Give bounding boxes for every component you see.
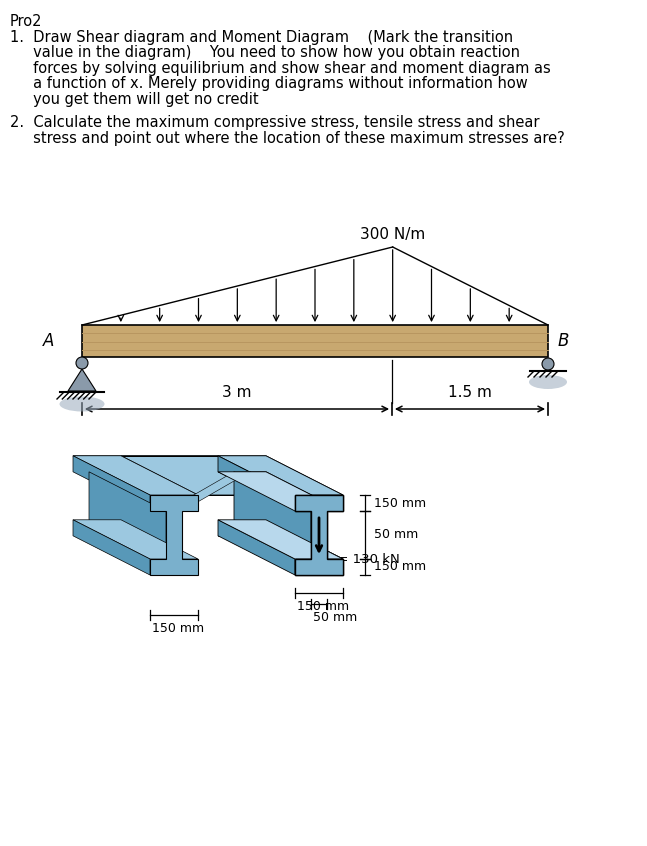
Polygon shape (73, 519, 198, 559)
Ellipse shape (529, 375, 567, 389)
Text: stress and point out where the location of these maximum stresses are?: stress and point out where the location … (10, 130, 565, 146)
Text: 150 mm: 150 mm (152, 622, 204, 635)
Circle shape (76, 357, 88, 369)
Polygon shape (150, 495, 198, 575)
Polygon shape (250, 519, 343, 559)
Text: you get them will get no credit: you get them will get no credit (10, 91, 259, 107)
Text: B: B (558, 332, 569, 350)
Polygon shape (250, 472, 327, 559)
Text: 150 mm: 150 mm (374, 561, 426, 574)
Text: 2.  Calculate the maximum compressive stress, tensile stress and shear: 2. Calculate the maximum compressive str… (10, 115, 540, 130)
Polygon shape (218, 519, 295, 575)
Polygon shape (89, 472, 166, 559)
Text: forces by solving equilibrium and show shear and moment diagram as: forces by solving equilibrium and show s… (10, 61, 551, 75)
Bar (82, 325, 548, 357)
Circle shape (542, 358, 554, 370)
Polygon shape (218, 456, 343, 495)
Text: V = 130 kN: V = 130 kN (324, 553, 400, 566)
Polygon shape (121, 456, 343, 495)
Polygon shape (266, 519, 343, 575)
Text: 150 mm: 150 mm (297, 600, 349, 613)
Polygon shape (73, 519, 150, 575)
Text: A: A (43, 332, 54, 350)
Text: value in the diagram)    You need to show how you obtain reaction: value in the diagram) You need to show h… (10, 45, 520, 60)
Polygon shape (295, 495, 343, 575)
Polygon shape (166, 472, 250, 511)
Text: a function of x. Merely providing diagrams without information how: a function of x. Merely providing diagra… (10, 76, 528, 91)
Text: 50 mm: 50 mm (374, 529, 418, 541)
Text: 50 mm: 50 mm (313, 611, 357, 624)
Polygon shape (218, 519, 343, 559)
Text: 300 N/m: 300 N/m (360, 227, 425, 242)
Polygon shape (73, 456, 198, 495)
Polygon shape (218, 472, 343, 511)
Text: 3 m: 3 m (223, 385, 252, 400)
Polygon shape (218, 456, 266, 536)
Polygon shape (250, 472, 343, 511)
Polygon shape (234, 472, 311, 559)
Polygon shape (218, 456, 295, 511)
Text: 1.5 m: 1.5 m (448, 385, 492, 400)
Ellipse shape (60, 397, 105, 411)
Polygon shape (68, 369, 96, 391)
Polygon shape (73, 456, 150, 511)
Text: 150 mm: 150 mm (374, 497, 426, 509)
Polygon shape (73, 456, 295, 495)
Polygon shape (295, 495, 343, 575)
Text: Pro2: Pro2 (10, 14, 43, 29)
Text: 1.  Draw Shear diagram and Moment Diagram    (Mark the transition: 1. Draw Shear diagram and Moment Diagram… (10, 30, 513, 45)
